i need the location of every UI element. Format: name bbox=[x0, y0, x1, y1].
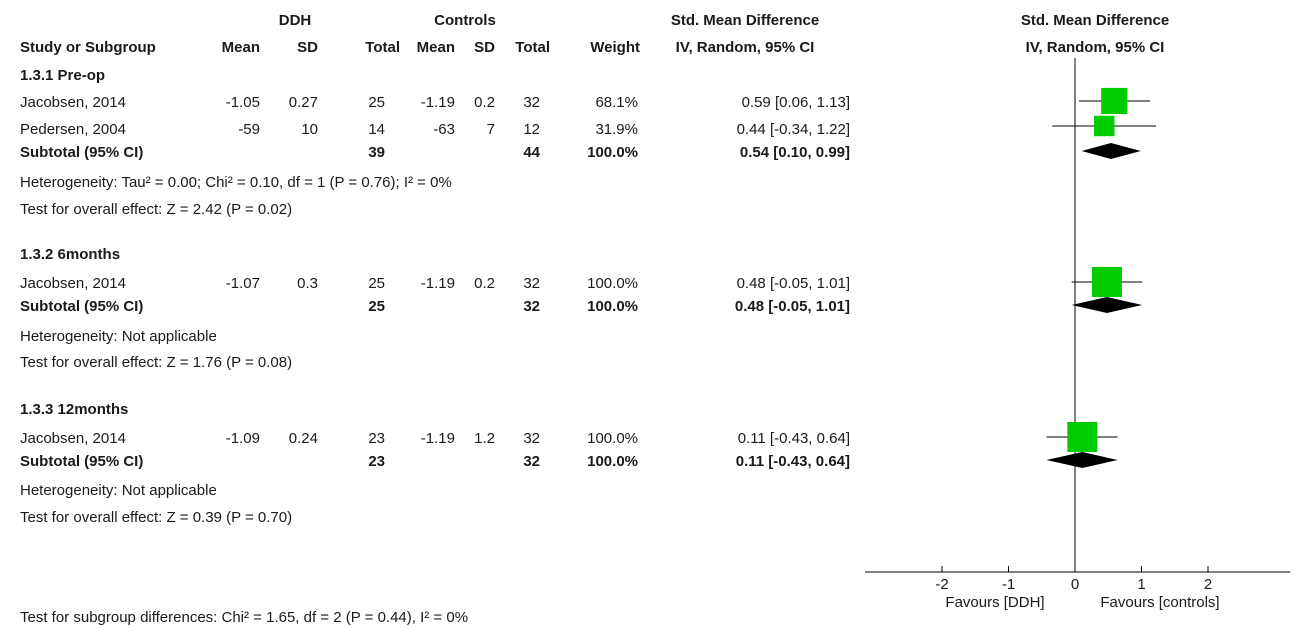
total1-header: Total bbox=[365, 39, 400, 56]
study-sd1: 10 bbox=[301, 121, 318, 138]
subtotal-weight: 100.0% bbox=[587, 144, 638, 161]
heterogeneity-text: Heterogeneity: Tau² = 0.00; Chi² = 0.10,… bbox=[20, 174, 452, 191]
study-name: Jacobsen, 2014 bbox=[20, 275, 126, 292]
subtotal-total2: 32 bbox=[523, 298, 540, 315]
subgroup-title: 1.3.3 12months bbox=[20, 401, 129, 418]
overall-effect-text: Test for overall effect: Z = 0.39 (P = 0… bbox=[20, 509, 293, 526]
study-total2: 32 bbox=[523, 430, 540, 447]
study-total2: 32 bbox=[523, 94, 540, 111]
study-name: Pedersen, 2004 bbox=[20, 121, 126, 138]
subtotal-diamond bbox=[1081, 143, 1141, 159]
study-weight: 100.0% bbox=[587, 430, 638, 447]
subtotal-total1: 25 bbox=[368, 298, 385, 315]
subtotal-diamond bbox=[1046, 452, 1118, 468]
group2-header: Controls bbox=[434, 12, 496, 29]
study-sd1: 0.27 bbox=[288, 94, 318, 111]
subtotal-weight: 100.0% bbox=[587, 298, 638, 315]
study-total1: 23 bbox=[368, 430, 385, 447]
study-ci-text: 0.11 [-0.43, 0.64] bbox=[737, 430, 850, 447]
subgroup-test-text: Test for subgroup differences: Chi² = 1.… bbox=[20, 609, 469, 626]
study-sd2: 0.2 bbox=[474, 94, 495, 111]
overall-effect-text: Test for overall effect: Z = 1.76 (P = 0… bbox=[20, 354, 293, 371]
total2-header: Total bbox=[515, 39, 550, 56]
subtotal-total2: 44 bbox=[523, 144, 540, 161]
study-mean2: -1.19 bbox=[420, 275, 455, 292]
subtotal-ci-text: 0.54 [0.10, 0.99] bbox=[739, 144, 850, 161]
study-weight: 100.0% bbox=[587, 275, 638, 292]
mean1-header: Mean bbox=[221, 39, 260, 56]
heterogeneity-text: Heterogeneity: Not applicable bbox=[20, 328, 217, 345]
weight-header: Weight bbox=[590, 39, 640, 56]
subtotal-label: Subtotal (95% CI) bbox=[20, 298, 144, 315]
x-tick-label: -1 bbox=[1002, 576, 1015, 593]
x-tick-label: -2 bbox=[935, 576, 948, 593]
subtotal-diamond bbox=[1071, 297, 1143, 313]
study-sd2: 0.2 bbox=[474, 275, 495, 292]
mean2-header: Mean bbox=[416, 39, 455, 56]
study-sd2: 7 bbox=[486, 121, 495, 138]
subtotal-weight: 100.0% bbox=[587, 453, 638, 470]
overall-effect-text: Test for overall effect: Z = 2.42 (P = 0… bbox=[20, 201, 293, 218]
subtotal-total1: 39 bbox=[368, 144, 385, 161]
subgroup-title: 1.3.2 6months bbox=[20, 246, 121, 263]
study-total1: 14 bbox=[368, 121, 385, 138]
sd2-header: SD bbox=[474, 39, 495, 56]
x-tick-label: 2 bbox=[1204, 576, 1212, 593]
smd-plot-title: Std. Mean Difference bbox=[1020, 12, 1170, 29]
subtotal-ci-text: 0.48 [-0.05, 1.01] bbox=[734, 298, 850, 315]
study-ci-text: 0.44 [-0.34, 1.22] bbox=[736, 121, 850, 138]
favours-right-label: Favours [controls] bbox=[1100, 594, 1220, 611]
subtotal-ci-text: 0.11 [-0.43, 0.64] bbox=[735, 453, 850, 470]
study-name: Jacobsen, 2014 bbox=[20, 94, 126, 111]
study-total1: 25 bbox=[368, 94, 385, 111]
x-tick-label: 1 bbox=[1137, 576, 1145, 593]
subgroup-title: 1.3.1 Pre-op bbox=[20, 67, 106, 84]
smd-plot-subtitle: IV, Random, 95% CI bbox=[1025, 39, 1165, 56]
study-mean1: -1.05 bbox=[225, 94, 260, 111]
favours-left-label: Favours [DDH] bbox=[945, 594, 1045, 611]
study-marker bbox=[1091, 267, 1122, 297]
study-ci-text: 0.48 [-0.05, 1.01] bbox=[736, 275, 850, 292]
study-mean1: -59 bbox=[238, 121, 260, 138]
study-sd2: 1.2 bbox=[474, 430, 495, 447]
study-weight: 31.9% bbox=[595, 121, 638, 138]
study-column-header: Study or Subgroup bbox=[20, 39, 156, 56]
smd-table-subtitle: IV, Random, 95% CI bbox=[675, 39, 815, 56]
smd-table-title: Std. Mean Difference bbox=[670, 12, 820, 29]
study-sd1: 0.24 bbox=[288, 430, 318, 447]
study-mean1: -1.07 bbox=[225, 275, 260, 292]
group1-header: DDH bbox=[278, 12, 312, 29]
subtotal-label: Subtotal (95% CI) bbox=[20, 144, 144, 161]
study-mean2: -1.19 bbox=[420, 430, 455, 447]
sd1-header: SD bbox=[297, 39, 318, 56]
study-marker bbox=[1094, 115, 1115, 137]
study-marker bbox=[1101, 87, 1128, 115]
subtotal-label: Subtotal (95% CI) bbox=[20, 453, 144, 470]
heterogeneity-text: Heterogeneity: Not applicable bbox=[20, 482, 217, 499]
study-name: Jacobsen, 2014 bbox=[20, 430, 126, 447]
study-sd1: 0.3 bbox=[297, 275, 318, 292]
subtotal-total1: 23 bbox=[368, 453, 385, 470]
study-marker bbox=[1067, 422, 1098, 452]
study-mean2: -1.19 bbox=[420, 94, 455, 111]
study-mean2: -63 bbox=[433, 121, 455, 138]
study-total2: 12 bbox=[523, 121, 540, 138]
x-tick-label: 0 bbox=[1071, 576, 1079, 593]
study-total1: 25 bbox=[368, 275, 385, 292]
study-mean1: -1.09 bbox=[225, 430, 260, 447]
study-ci-text: 0.59 [0.06, 1.13] bbox=[741, 94, 850, 111]
study-weight: 68.1% bbox=[595, 94, 638, 111]
study-total2: 32 bbox=[523, 275, 540, 292]
subtotal-total2: 32 bbox=[523, 453, 540, 470]
